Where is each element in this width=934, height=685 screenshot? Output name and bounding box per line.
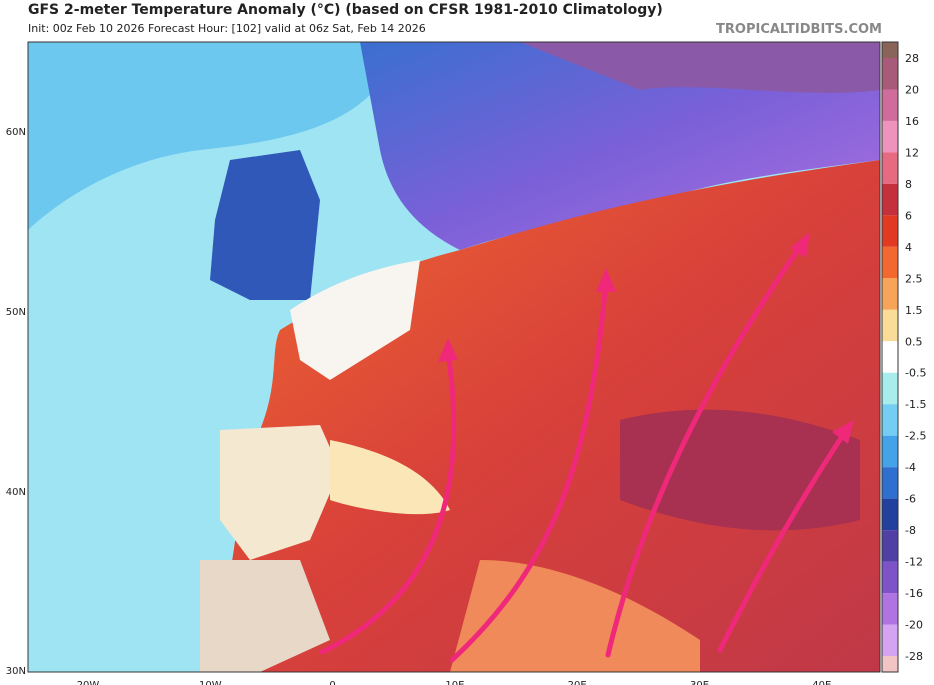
colorbar-segment — [882, 561, 898, 594]
iberia — [220, 425, 340, 560]
colorbar-label: 1.5 — [905, 304, 923, 317]
deep-cold — [520, 42, 880, 93]
morocco — [200, 560, 330, 672]
latitude-label: 40N — [6, 487, 26, 498]
colorbar-segment — [882, 246, 898, 279]
arrow-head — [832, 420, 854, 444]
axis-labels: 60N 50N 40N 30N 20W 10W 0 10E 20E 30E 40E — [6, 127, 832, 685]
colorbar-segment — [882, 498, 898, 531]
colorbar-label: -2.5 — [905, 430, 926, 443]
latitude-label: 50N — [6, 307, 26, 318]
colorbar-label: -4 — [905, 461, 916, 474]
arrow-head — [596, 268, 616, 292]
colorbar-label: 8 — [905, 178, 912, 191]
colorbar-segment — [882, 152, 898, 184]
colorbar-segment — [882, 42, 898, 58]
colorbar-segment — [882, 624, 898, 656]
arrow — [319, 349, 457, 655]
latitude-label: 60N — [6, 127, 26, 138]
longitude-label: 20E — [568, 680, 587, 685]
colorbar-frame — [881, 41, 899, 673]
arrow-head — [790, 232, 810, 258]
cold-anomaly — [360, 42, 880, 250]
colorbar: 28 20 16 12 8 6 4 2.5 1.5 0.5 -0.5 -1.5 -2.5 -4 -6 -8 -1… — [881, 41, 926, 673]
cool-area — [28, 42, 400, 230]
neutral-area — [290, 260, 420, 380]
colorbar-label: 6 — [905, 209, 912, 222]
colorbar-segment — [882, 593, 898, 625]
colorbar-segment — [882, 215, 898, 247]
colorbar-segment — [882, 656, 898, 672]
colorbar-label: 2.5 — [905, 272, 923, 285]
colorbar-segment — [882, 530, 898, 562]
longitude-label: 20W — [77, 680, 100, 685]
sea-warm — [330, 440, 450, 515]
site-label: TROPICALTIDBITS.COM — [716, 22, 882, 37]
arrow — [449, 279, 609, 663]
latitude-label: 30N — [6, 666, 26, 677]
colorbar-segment — [882, 120, 898, 153]
colorbar-label: -20 — [905, 619, 923, 632]
colorbar-label: 12 — [905, 146, 919, 159]
longitude-label: 10W — [199, 680, 222, 685]
colorbar-label: -1.5 — [905, 398, 926, 411]
longitude-label: 0 — [329, 680, 335, 685]
map — [27, 41, 881, 673]
colorbar-segment — [882, 278, 898, 310]
colorbar-label: -28 — [905, 650, 923, 663]
colorbar-label: -6 — [905, 493, 916, 506]
colorbar-label: 16 — [905, 115, 919, 128]
colorbar-segment — [882, 89, 898, 121]
british-isles — [210, 150, 320, 300]
arrow-head — [438, 338, 458, 362]
title: GFS 2-meter Temperature Anomaly (°C) (ba… — [28, 2, 663, 18]
colorbar-label: 28 — [905, 52, 919, 65]
map-frame — [27, 41, 881, 673]
colorbar-label: -8 — [905, 524, 916, 537]
colorbar-label: -12 — [905, 556, 923, 569]
colorbar-segment — [882, 58, 898, 90]
colorbar-segment — [882, 435, 898, 468]
colorbar-segment — [882, 372, 898, 405]
colorbar-segment — [882, 309, 898, 342]
arrow — [605, 241, 805, 658]
colorbar-segment — [882, 404, 898, 436]
flow-arrows — [319, 241, 848, 663]
colorbar-label: 20 — [905, 83, 919, 96]
longitude-label: 40E — [812, 680, 831, 685]
colorbar-label: 4 — [905, 241, 912, 254]
colorbar-label: -0.5 — [905, 367, 926, 380]
arrow — [717, 429, 848, 653]
colorbar-segment — [882, 183, 898, 216]
longitude-label: 10E — [445, 680, 464, 685]
colorbar-label: 0.5 — [905, 335, 923, 348]
subtitle: Init: 00z Feb 10 2026 Forecast Hour: [10… — [28, 22, 426, 35]
arrow-heads — [438, 232, 854, 444]
colorbar-label: -16 — [905, 587, 923, 600]
colorbar-segment — [882, 341, 898, 373]
colorbar-segment — [882, 467, 898, 499]
longitude-label: 30E — [690, 680, 709, 685]
